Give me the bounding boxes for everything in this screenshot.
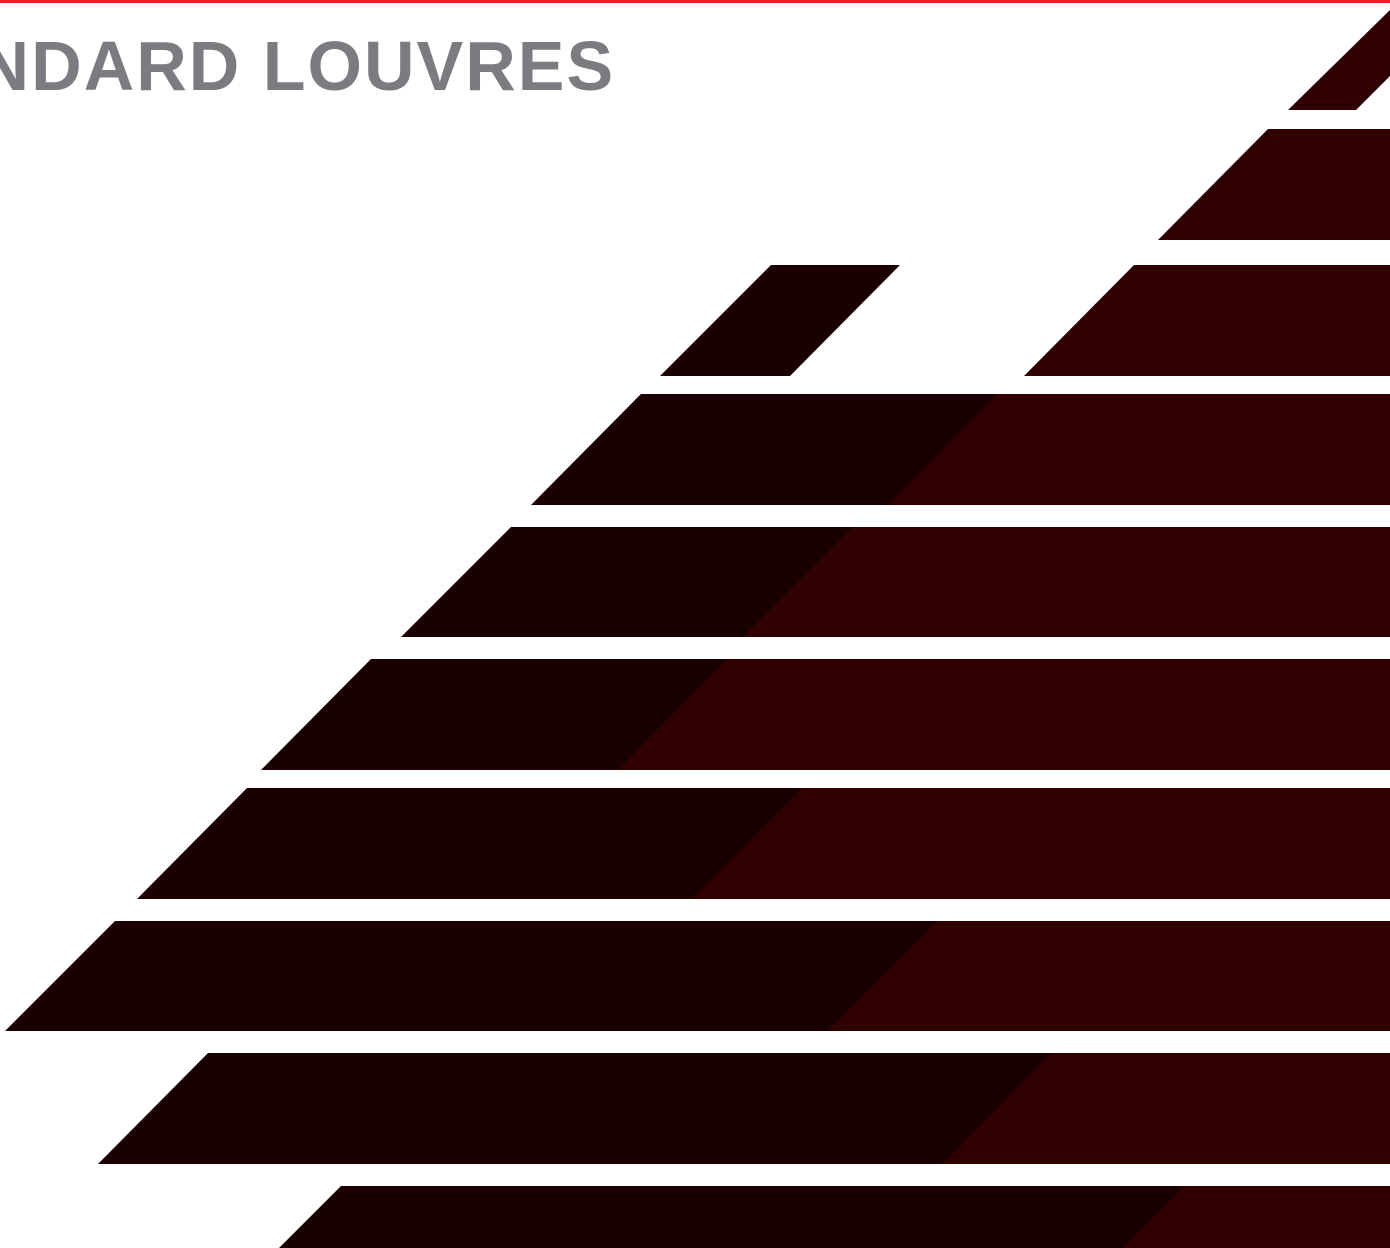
page-title: ANDARD LOUVRES (0, 27, 616, 105)
louvre-slat (98, 1053, 1390, 1164)
louvre-slat (261, 659, 1390, 770)
top-accent-rule (0, 0, 1390, 3)
louvre-slat (531, 394, 1390, 505)
louvre-slat (5, 921, 1390, 1031)
louvre-slat (660, 265, 900, 376)
louvre-slat (137, 788, 1390, 899)
louvre-slat (401, 527, 1390, 637)
louvre-slat (1288, 10, 1390, 110)
louvre-slat (279, 1186, 1390, 1248)
louvre-slat (1158, 129, 1390, 240)
louvre-slat (1024, 265, 1390, 376)
